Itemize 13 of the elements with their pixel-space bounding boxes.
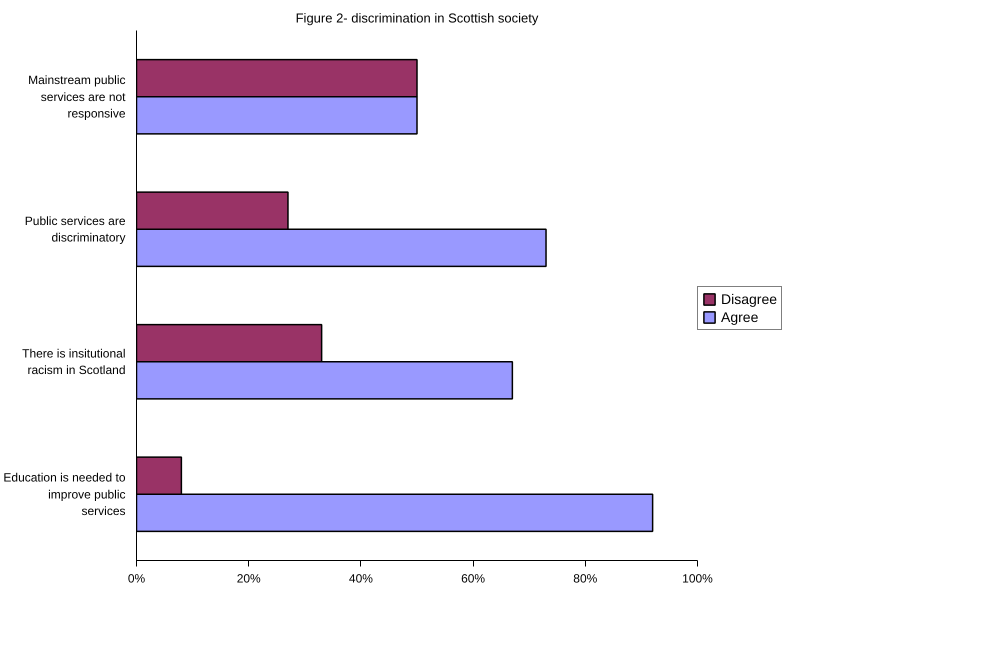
- chart-title: Figure 2- discrimination in Scottish society: [296, 10, 539, 26]
- legend-label: Disagree: [721, 291, 778, 307]
- x-tick-label: 0%: [128, 572, 146, 586]
- y-tick-label: There is insitutional racism in Scotland: [22, 346, 126, 378]
- x-tick-label: 60%: [461, 572, 486, 586]
- legend-label: Agree: [721, 309, 758, 325]
- y-tick-label: Public services are discriminatory: [24, 214, 126, 245]
- x-tick-label: 100%: [682, 572, 714, 586]
- x-tick-label: 20%: [236, 572, 262, 586]
- x-tick-label: 40%: [348, 572, 374, 586]
- y-tick-label: Mainstream public services are not responsive: [28, 72, 126, 121]
- y-tick-label: Education is needed to improve public services: [3, 470, 126, 518]
- x-tick-label: 80%: [573, 572, 598, 586]
